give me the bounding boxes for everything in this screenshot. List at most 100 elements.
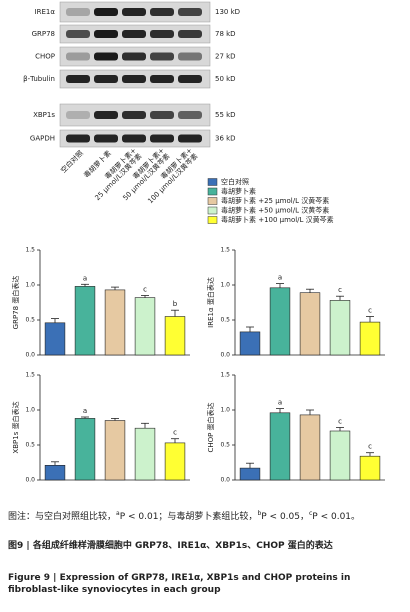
error-bar (171, 309, 179, 317)
y-tick-label: 1.0 (220, 407, 230, 414)
bar (164, 442, 186, 481)
blot-band (122, 8, 146, 16)
error-bar (81, 416, 89, 419)
y-axis-label: CHOP 蛋白表达 (206, 402, 215, 452)
y-tick-label: 0.0 (220, 352, 230, 359)
note-superscript: c (308, 510, 313, 517)
significance-letter: c (143, 286, 147, 294)
error-bar (366, 452, 374, 457)
error-bar (51, 461, 59, 466)
blot-size: 50 kD (215, 75, 236, 83)
error-bar (366, 316, 374, 323)
y-tick-label: 1.5 (220, 247, 230, 254)
error-bar (246, 326, 254, 332)
y-tick-label: 0.5 (220, 442, 230, 449)
significance-letter: c (338, 286, 342, 294)
bar (329, 300, 351, 356)
note-text: 图注：与空白对照组比较， (8, 512, 117, 522)
blot-band (178, 134, 202, 143)
error-bar (141, 295, 149, 298)
bar (299, 414, 321, 481)
bar (44, 464, 66, 481)
y-tick-label: 1.0 (25, 282, 35, 289)
significance-letter: a (278, 274, 282, 282)
bar (359, 455, 381, 481)
blot-band (66, 75, 90, 83)
y-tick-label: 0.0 (220, 477, 230, 484)
y-tick-label: 1.5 (25, 247, 35, 254)
significance-letter: b (173, 300, 178, 308)
caption-cn: 图9 | 各组成纤维样滑膜细胞中 GRP78、IRE1α、XBP1s、CHOP … (8, 541, 333, 551)
bar (239, 467, 261, 481)
bar (104, 420, 126, 481)
error-bar (141, 422, 149, 429)
error-bar (51, 318, 59, 323)
significance-letter: a (83, 407, 87, 415)
y-axis-title: XBP1s 蛋白表达 (11, 401, 20, 453)
y-tick-label: 0.0 (25, 352, 35, 359)
bar (134, 427, 156, 481)
y-tick-label: 0.5 (25, 317, 35, 324)
legend-label: 毒胡萝卜素 +50 μmol/L 汉黄芩素 (221, 206, 329, 215)
blot-label: GAPDH (30, 135, 55, 143)
y-axis-label: GRP78 蛋白表达 (11, 276, 20, 330)
blot-label: IRE1α (35, 8, 56, 16)
blot-band (150, 75, 174, 83)
error-bar (306, 288, 314, 293)
blot-size: 27 kD (215, 53, 236, 61)
blot-band (94, 8, 118, 16)
error-bar (81, 283, 89, 287)
blot-band (66, 52, 90, 61)
blot-label: CHOP (35, 53, 55, 61)
legend-label: 空白对照 (221, 177, 249, 186)
blot-band (178, 52, 202, 61)
legend-label: 毒胡萝卜素 (221, 187, 256, 196)
legend-label: 毒胡萝卜素 +25 μmol/L 汉黄芩素 (221, 196, 329, 205)
significance-letter: c (173, 429, 177, 437)
blot-band (66, 30, 90, 38)
error-bar (171, 438, 179, 443)
legend-swatch (207, 216, 218, 224)
blot-size: 130 kD (215, 8, 240, 16)
figure-note: 图注：与空白对照组比较，aP < 0.01；与毒胡萝卜素组比较，bP < 0.0… (8, 508, 404, 523)
y-axis-title: CHOP 蛋白表达 (206, 402, 215, 452)
blot-band (94, 75, 118, 83)
error-bar (111, 286, 119, 290)
lane-label: 空白对照 (59, 148, 85, 174)
y-tick-label: 0.0 (25, 477, 35, 484)
blot-band (122, 30, 146, 38)
blot-band (150, 111, 174, 119)
y-axis-title: IRE1α 蛋白表达 (206, 277, 215, 328)
blot-label: β-Tubulin (23, 75, 55, 83)
y-tick-label: 1.5 (220, 372, 230, 379)
y-tick-label: 1.5 (25, 372, 35, 379)
blot-band (150, 134, 174, 143)
blot-band (94, 111, 118, 119)
bar (44, 322, 66, 356)
bar (269, 287, 291, 356)
blot-band (122, 134, 146, 143)
blot-band (178, 111, 202, 119)
bar (269, 412, 291, 481)
error-bar (276, 408, 284, 413)
blot-label: XBP1s (33, 111, 55, 119)
blot-band (94, 52, 118, 61)
y-tick-label: 0.5 (25, 442, 35, 449)
error-bar (336, 295, 344, 301)
error-bar (276, 283, 284, 288)
bar (299, 292, 321, 356)
legend-swatch (207, 206, 218, 215)
blot-band (94, 134, 118, 143)
bar (74, 286, 96, 356)
significance-letter: a (278, 399, 282, 407)
bar (104, 289, 126, 356)
blot-band (150, 52, 174, 61)
note-text: P < 0.01；与毒胡萝卜素组比较， (119, 512, 258, 522)
bar (74, 418, 96, 481)
significance-letter: c (368, 443, 372, 451)
blot-band (122, 111, 146, 119)
bar (239, 331, 261, 356)
bar (359, 321, 381, 356)
legend-swatch (207, 187, 218, 196)
